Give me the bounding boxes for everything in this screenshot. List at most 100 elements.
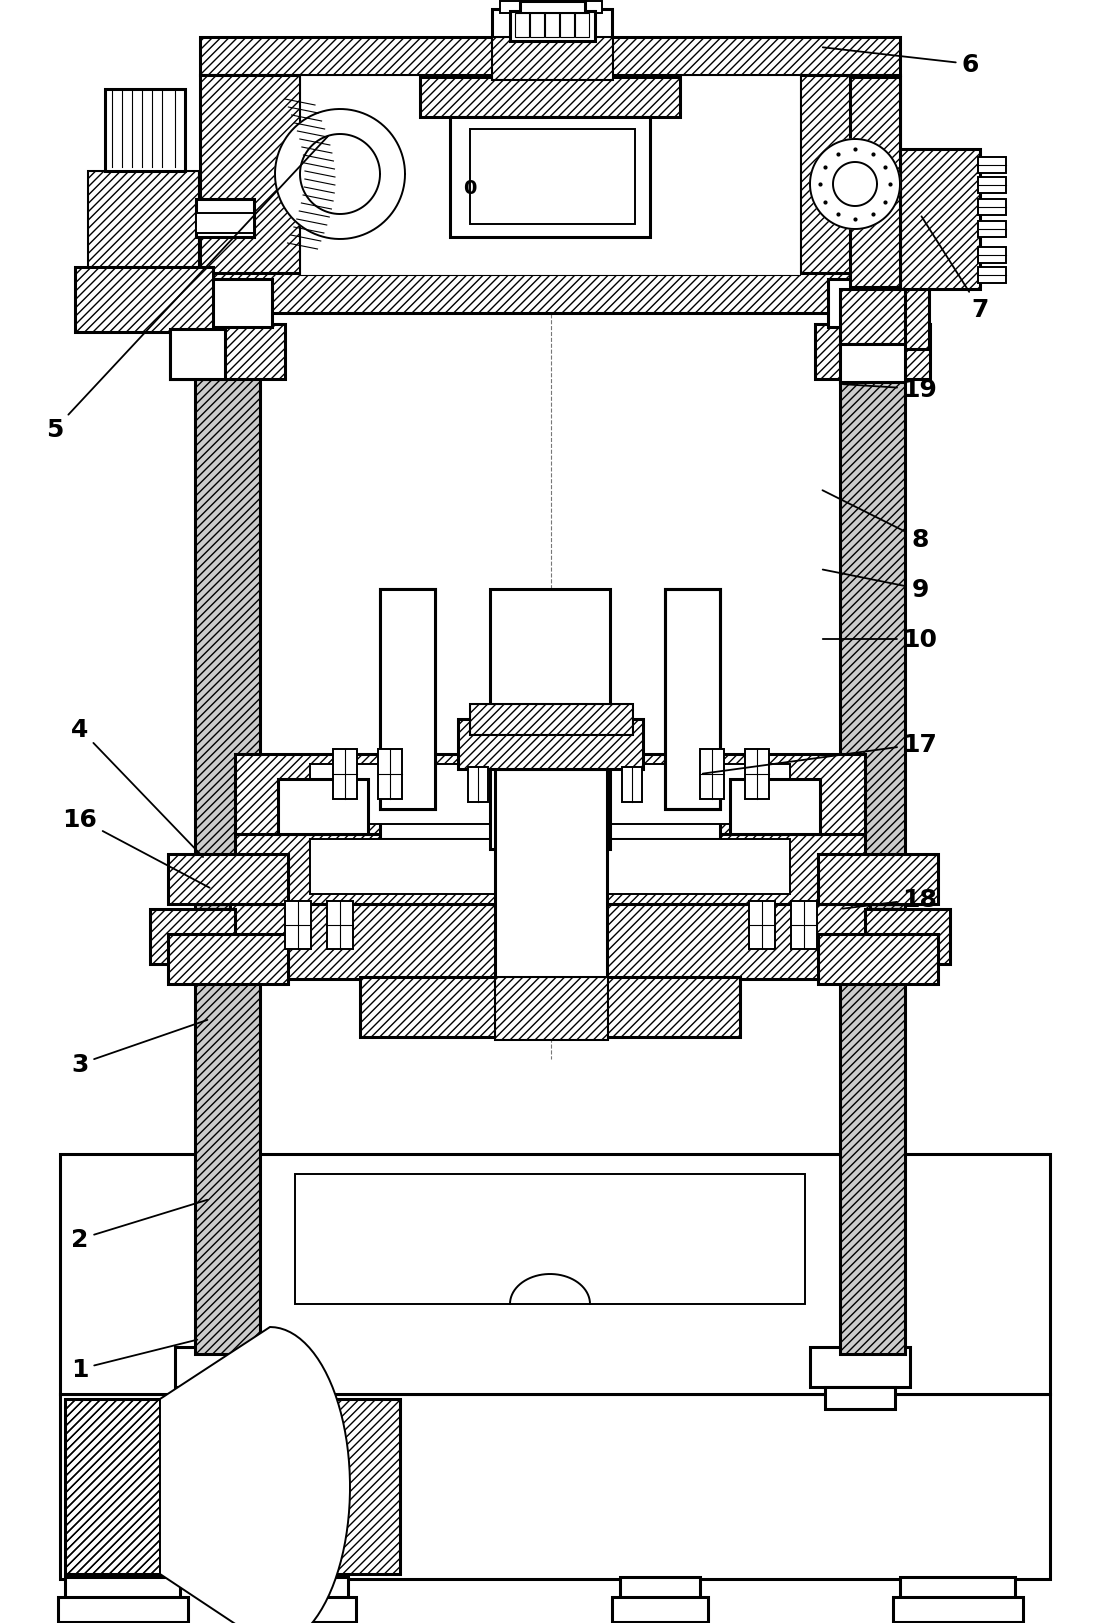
Bar: [840, 291, 905, 344]
Bar: [700, 750, 724, 800]
Polygon shape: [300, 135, 380, 214]
Bar: [900, 149, 980, 291]
Text: 19: 19: [843, 378, 938, 403]
Bar: [65, 1399, 400, 1574]
Bar: [900, 149, 980, 291]
Bar: [815, 325, 930, 380]
Text: 3: 3: [72, 1021, 207, 1076]
Bar: [515, 15, 529, 37]
Bar: [170, 325, 285, 380]
Bar: [88, 172, 198, 269]
Bar: [327, 901, 353, 949]
Bar: [175, 1347, 276, 1388]
Text: 6: 6: [823, 49, 979, 76]
Bar: [199, 37, 900, 76]
Bar: [865, 909, 950, 964]
Bar: [491, 37, 612, 80]
Polygon shape: [298, 136, 382, 213]
Bar: [420, 78, 680, 118]
Bar: [469, 130, 635, 226]
Bar: [60, 1154, 1050, 1394]
Bar: [360, 977, 741, 1037]
Bar: [168, 935, 288, 985]
Bar: [818, 935, 938, 985]
Bar: [105, 89, 185, 172]
Bar: [977, 222, 1006, 239]
Text: 7: 7: [921, 217, 988, 321]
Bar: [199, 274, 900, 313]
Bar: [65, 1399, 255, 1574]
Bar: [420, 78, 680, 118]
Bar: [840, 344, 905, 383]
Text: 0: 0: [463, 179, 477, 198]
Bar: [850, 78, 900, 287]
Polygon shape: [276, 110, 406, 240]
Bar: [495, 977, 607, 1039]
Bar: [810, 1347, 910, 1388]
Bar: [235, 829, 865, 904]
Text: 2: 2: [72, 1199, 207, 1251]
Bar: [360, 977, 741, 1037]
Bar: [230, 899, 869, 979]
Bar: [268, 1578, 348, 1617]
Bar: [168, 854, 288, 904]
Bar: [469, 704, 633, 735]
Bar: [380, 589, 435, 810]
Bar: [380, 789, 720, 839]
Bar: [199, 274, 900, 313]
Bar: [530, 15, 544, 37]
Text: 8: 8: [822, 490, 929, 552]
Bar: [612, 1597, 707, 1621]
Bar: [800, 76, 900, 312]
Bar: [840, 355, 905, 1354]
Bar: [893, 1597, 1023, 1621]
Bar: [150, 909, 235, 964]
Bar: [491, 10, 612, 49]
Bar: [818, 854, 938, 904]
Bar: [260, 1597, 356, 1621]
Text: 4: 4: [72, 717, 203, 857]
Bar: [665, 589, 720, 810]
Bar: [495, 769, 607, 979]
Bar: [235, 755, 865, 834]
Bar: [199, 76, 300, 312]
Bar: [88, 172, 198, 269]
Bar: [818, 935, 938, 985]
Bar: [195, 355, 260, 1354]
Bar: [900, 1578, 1015, 1617]
Bar: [160, 1399, 240, 1574]
Bar: [458, 719, 642, 769]
Polygon shape: [160, 1328, 350, 1623]
Bar: [458, 719, 642, 769]
Text: 5: 5: [46, 136, 328, 441]
Text: 16: 16: [63, 808, 209, 888]
Bar: [295, 1175, 804, 1305]
Bar: [300, 76, 800, 276]
Bar: [230, 899, 869, 979]
Bar: [791, 901, 817, 949]
Bar: [60, 1394, 1050, 1579]
Bar: [977, 200, 1006, 216]
Bar: [495, 977, 607, 1039]
Bar: [168, 935, 288, 985]
Bar: [196, 214, 253, 234]
Bar: [864, 279, 929, 351]
Bar: [622, 768, 642, 802]
Text: 17: 17: [703, 732, 938, 774]
Bar: [378, 750, 402, 800]
Bar: [490, 589, 611, 849]
Bar: [170, 325, 285, 380]
Bar: [278, 779, 368, 834]
Bar: [749, 901, 775, 949]
Bar: [665, 589, 720, 810]
Bar: [65, 1399, 400, 1574]
Bar: [235, 755, 865, 834]
Bar: [840, 291, 905, 344]
Bar: [450, 118, 650, 239]
Polygon shape: [833, 162, 877, 206]
Bar: [65, 1578, 180, 1617]
Bar: [977, 248, 1006, 265]
Text: 1: 1: [72, 1341, 197, 1381]
Bar: [468, 768, 488, 802]
Bar: [815, 325, 930, 380]
